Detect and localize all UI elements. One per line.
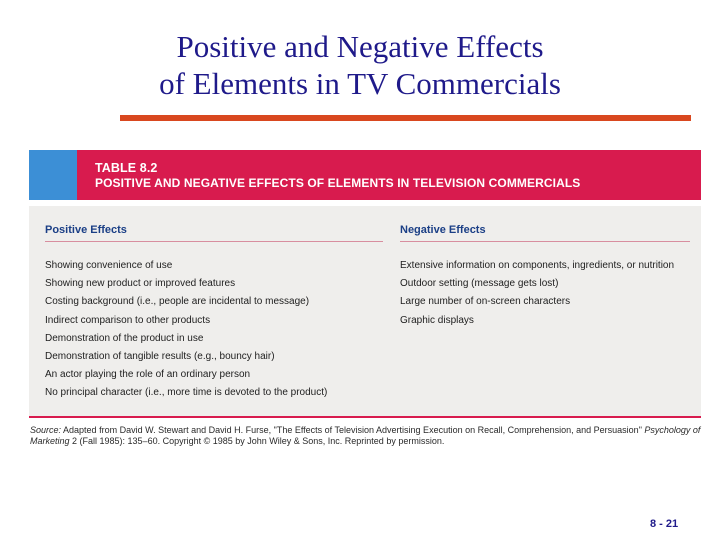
list-item: Indirect comparison to other products [45,314,211,326]
table-number: TABLE 8.2 [95,161,158,175]
positive-header-rule [45,241,383,242]
slide-title-line-1: Positive and Negative Effects [176,29,544,64]
list-item: Demonstration of tangible results (e.g.,… [45,351,275,363]
negative-effects-header: Negative Effects [400,224,486,236]
page-number: 8 - 21 [650,518,679,530]
slide-title-line-2: of Elements in TV Commercials [159,66,561,101]
positive-effects-header: Positive Effects [45,224,127,236]
list-item: Extensive information on components, ing… [400,260,675,271]
slide-title: Positive and Negative Effects of Element… [0,28,720,102]
table-header-tab [29,150,77,200]
list-item: An actor playing the role of an ordinary… [45,369,251,381]
source-text-1: Adapted from David W. Stewart and David … [61,425,645,435]
list-item: Showing convenience of use [45,260,173,271]
table-body: Positive Effects Negative Effects Showin… [29,206,701,416]
list-item: Costing background (i.e., people are inc… [45,296,310,308]
negative-header-rule [400,241,690,242]
list-item: Outdoor setting (message gets lost) [400,278,559,290]
list-item: No principal character (i.e., more time … [45,387,328,399]
source-text-2: 2 (Fall 1985): 135–60. Copyright © 1985 … [69,435,445,446]
list-item: Demonstration of the product in use [45,332,204,344]
table-header-band: TABLE 8.2 POSITIVE AND NEGATIVE EFFECTS … [29,150,701,200]
positive-effects-list: Showing convenience of use Showing new p… [45,257,385,403]
negative-effects-list: Extensive information on components, ing… [400,257,700,330]
source-label: Source: [30,425,62,435]
table-title: POSITIVE AND NEGATIVE EFFECTS OF ELEMENT… [95,176,581,190]
source-journal: Psychology of Marketing [30,425,701,446]
source-note: Source: Adapted from David W. Stewart an… [30,425,706,446]
list-item: Graphic displays [400,314,474,326]
title-underline-rule [120,115,691,121]
list-item: Showing new product or improved features [45,278,236,290]
list-item: Large number of on-screen characters [400,296,571,308]
table-bottom-rule [29,416,701,418]
